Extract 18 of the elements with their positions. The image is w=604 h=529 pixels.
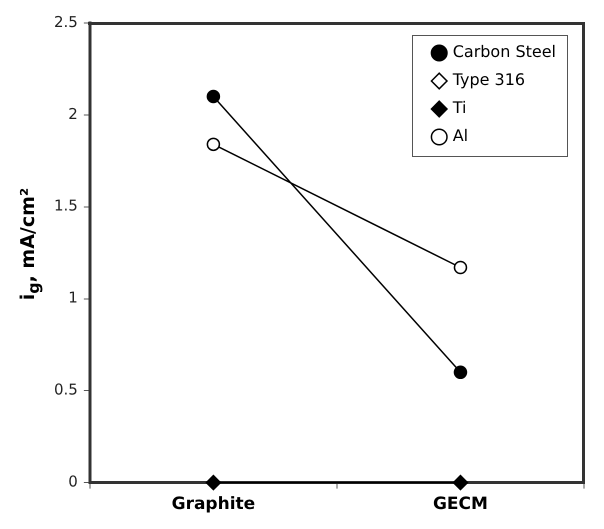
y-tick-label: 2 — [68, 104, 78, 123]
legend-label: Carbon Steel — [452, 42, 556, 62]
x-tick-label: GECM — [432, 494, 488, 514]
point — [454, 366, 468, 380]
point — [454, 260, 468, 274]
y-tick-label: 1 — [68, 288, 78, 307]
point — [206, 90, 220, 104]
point — [452, 474, 468, 490]
y-tick-label: 0 — [68, 472, 78, 490]
legend-label: Type 316 — [452, 70, 526, 90]
legend-label: Ti — [452, 98, 466, 118]
y-tick-label: 1.5 — [54, 196, 78, 215]
point — [206, 474, 222, 490]
legend-label: Al — [452, 126, 468, 146]
y-tick-label: 2.5 — [54, 12, 78, 31]
y-tick-label: 0.5 — [54, 380, 78, 399]
point — [206, 138, 220, 152]
x-tick-label: Graphite — [172, 494, 256, 514]
